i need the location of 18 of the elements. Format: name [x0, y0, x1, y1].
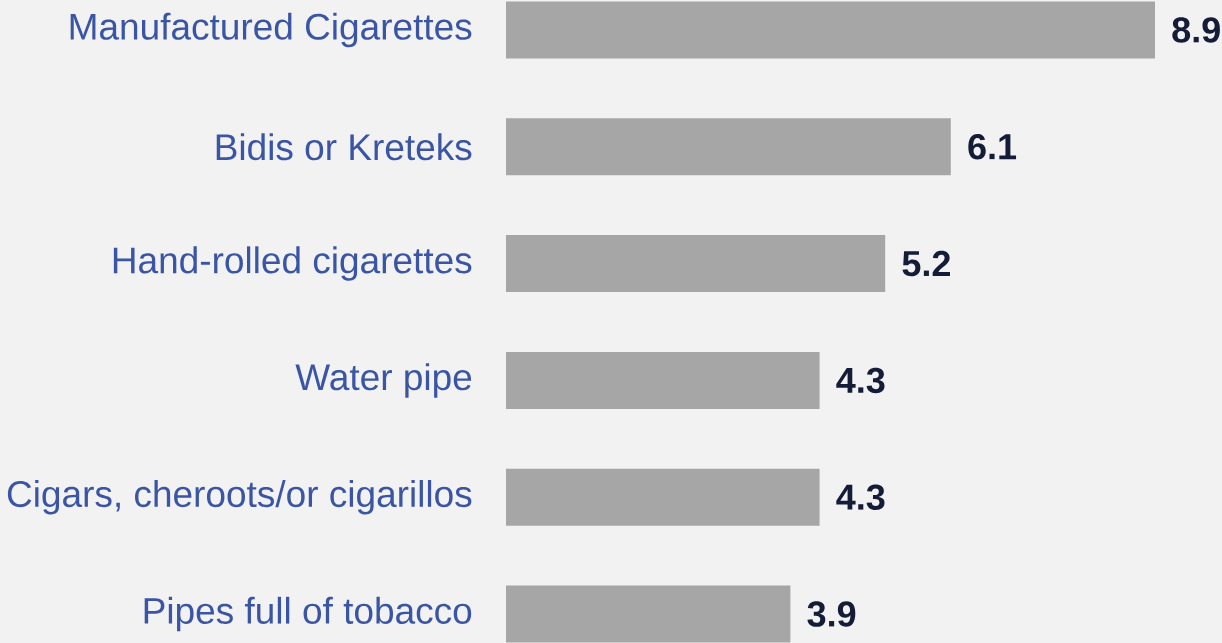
bar	[506, 468, 820, 526]
bar	[506, 1, 1155, 59]
y-tick-label: Cigars, cheroots/or cigarillos	[7, 479, 472, 515]
y-tick-label: Pipes full of tobacco	[144, 596, 472, 632]
data-label: 3.9	[807, 601, 856, 627]
data-label: 4.3	[836, 367, 885, 394]
y-tick-label: Hand-rolled cigarettes	[113, 246, 472, 281]
y-tick-label: Water pipe	[295, 363, 472, 398]
data-label: 8.9	[1172, 17, 1220, 43]
data-label: 5.2	[902, 250, 950, 277]
y-tick-label: Bidis or Kreteks	[216, 133, 472, 161]
bar	[506, 585, 791, 643]
data-label: 6.1	[968, 134, 1017, 160]
bar	[506, 235, 886, 293]
y-tick-label: Manufactured Cigarettes	[70, 12, 472, 48]
bar	[506, 118, 951, 176]
bar	[506, 351, 820, 409]
data-label: 4.3	[836, 484, 885, 510]
